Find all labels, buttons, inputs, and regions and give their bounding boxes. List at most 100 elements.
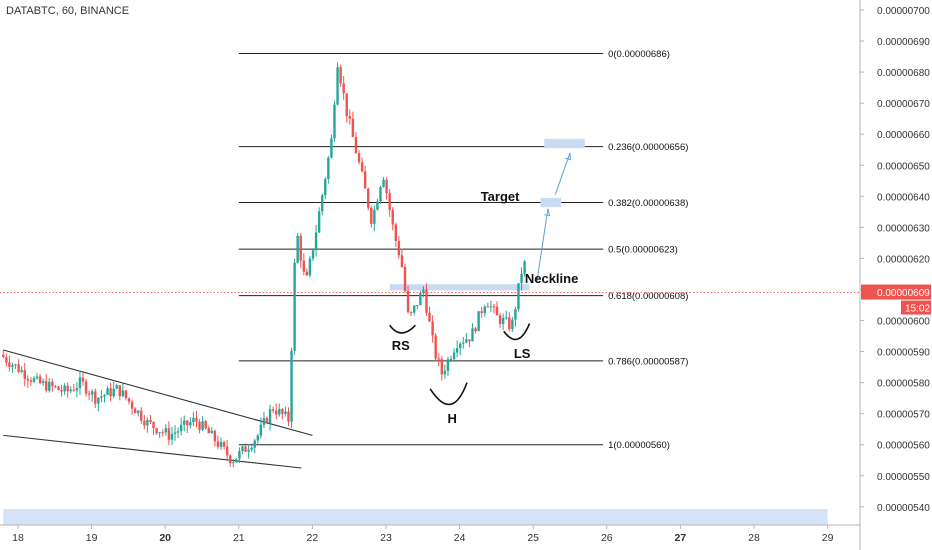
candle-body bbox=[317, 211, 321, 233]
candle-body bbox=[32, 378, 36, 382]
candle-body bbox=[241, 446, 244, 452]
candle-body bbox=[179, 424, 183, 432]
annotation-label: RS bbox=[392, 338, 410, 353]
y-tick-label: 0.00000670 bbox=[877, 99, 930, 110]
candle-body bbox=[449, 358, 453, 360]
fib-level-label: 0.236(0.00000656) bbox=[608, 142, 688, 153]
candle-body bbox=[219, 442, 223, 447]
candle-body bbox=[109, 388, 112, 397]
candle-body bbox=[422, 289, 425, 294]
y-tick-label: 0.00000700 bbox=[877, 6, 930, 17]
candle-body bbox=[247, 449, 250, 452]
candle-body bbox=[327, 157, 330, 180]
candle-body bbox=[183, 420, 186, 425]
candle-body bbox=[5, 357, 8, 363]
candle-body bbox=[299, 235, 302, 261]
candle-body bbox=[434, 335, 437, 359]
candle-body bbox=[293, 262, 296, 351]
candle-body bbox=[225, 446, 229, 456]
candle-body bbox=[498, 315, 502, 324]
candle-body bbox=[198, 421, 201, 430]
candle-body bbox=[100, 396, 103, 398]
candle-body bbox=[204, 421, 207, 429]
candle-body bbox=[173, 432, 177, 434]
x-tick-label: 19 bbox=[86, 532, 98, 544]
candle-body bbox=[357, 153, 361, 163]
candle-body bbox=[511, 319, 514, 330]
candle-body bbox=[391, 209, 394, 225]
candle-body bbox=[486, 306, 490, 308]
x-tick-label: 27 bbox=[675, 532, 687, 544]
y-tick-label: 0.00000680 bbox=[877, 68, 930, 79]
candle-body bbox=[459, 343, 462, 349]
candle-body bbox=[97, 397, 100, 404]
candle-body bbox=[284, 411, 287, 414]
candle-body bbox=[45, 381, 48, 391]
candle-body bbox=[330, 138, 333, 158]
y-tick-label: 0.00000570 bbox=[877, 410, 930, 421]
candle-body bbox=[296, 235, 299, 263]
candle-body bbox=[72, 389, 76, 391]
candle-body bbox=[443, 370, 447, 375]
candle-body bbox=[505, 317, 508, 319]
annotation-label: LS bbox=[514, 346, 531, 361]
candle-body bbox=[84, 381, 88, 394]
y-tick-label: 0.00000640 bbox=[877, 192, 930, 203]
candle-body bbox=[256, 435, 260, 441]
candle-body bbox=[2, 354, 5, 358]
candle-body bbox=[81, 377, 85, 382]
candle-body bbox=[176, 431, 180, 433]
candle-body bbox=[373, 209, 376, 224]
candle-body bbox=[158, 432, 161, 434]
candle-body bbox=[29, 380, 33, 382]
candle-body bbox=[149, 419, 152, 422]
target-arrow bbox=[536, 208, 549, 282]
candle-body bbox=[137, 410, 140, 414]
candle-body bbox=[112, 388, 115, 397]
candle-body bbox=[354, 136, 358, 154]
arrow-head bbox=[544, 208, 551, 217]
candle-body bbox=[238, 451, 241, 459]
candle-body bbox=[397, 240, 401, 256]
candle-body bbox=[207, 428, 210, 434]
candle-body bbox=[17, 364, 20, 372]
candle-body bbox=[195, 417, 198, 422]
candle-body bbox=[376, 201, 379, 210]
current-price-label: 0.00000609 bbox=[877, 288, 930, 299]
candle-body bbox=[492, 306, 496, 308]
candle-body bbox=[75, 388, 79, 391]
candle-body bbox=[501, 318, 505, 324]
candle-body bbox=[8, 362, 11, 367]
candle-body bbox=[186, 420, 189, 426]
candle-body bbox=[232, 462, 235, 464]
y-tick-label: 0.00000550 bbox=[877, 472, 930, 483]
candle-body bbox=[66, 385, 69, 392]
x-tick-label: 21 bbox=[233, 532, 245, 544]
candle-body bbox=[235, 458, 238, 463]
candle-body bbox=[140, 410, 143, 421]
x-tick-label: 29 bbox=[822, 532, 834, 544]
candle-body bbox=[431, 321, 434, 336]
candle-body bbox=[360, 162, 364, 172]
target-zone bbox=[544, 138, 585, 149]
x-tick-label: 26 bbox=[601, 532, 613, 544]
target-zone bbox=[540, 197, 562, 208]
candle-body bbox=[446, 359, 450, 371]
candle-body bbox=[489, 306, 493, 308]
candle-body bbox=[324, 179, 327, 196]
candle-body bbox=[253, 440, 256, 448]
candle-body bbox=[69, 389, 72, 392]
candle-body bbox=[271, 409, 275, 411]
x-tick-label: 20 bbox=[159, 532, 171, 544]
candle-body bbox=[382, 179, 385, 187]
candle-body bbox=[440, 359, 444, 375]
candle-body bbox=[419, 293, 422, 306]
candle-body bbox=[38, 376, 42, 383]
fib-level-label: 0(0.00000686) bbox=[608, 49, 670, 60]
candle-body bbox=[201, 421, 204, 430]
candle-body bbox=[409, 312, 413, 314]
candle-body bbox=[259, 424, 263, 436]
candle-body bbox=[115, 385, 118, 389]
arrow-head bbox=[565, 152, 571, 161]
